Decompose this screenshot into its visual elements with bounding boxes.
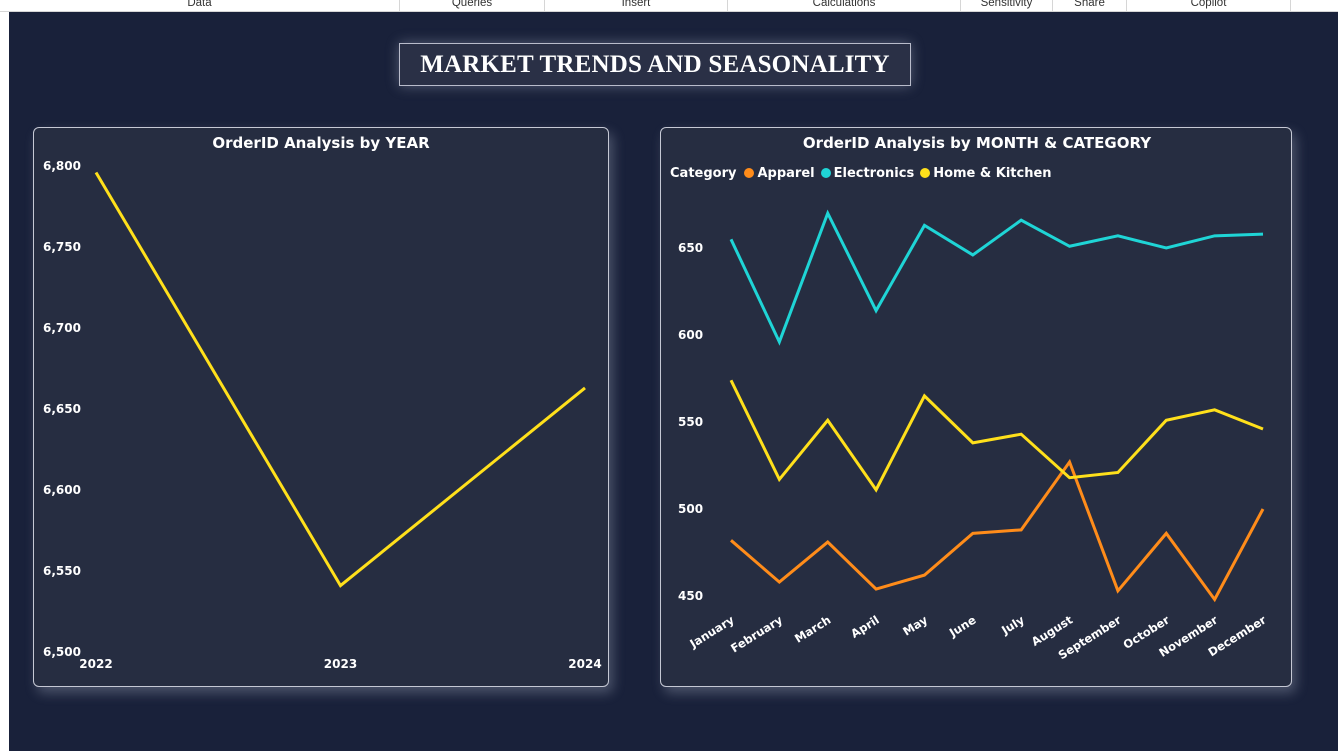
report-title: MARKET TRENDS AND SEASONALITY xyxy=(420,50,890,78)
month-chart-title: OrderID Analysis by MONTH & CATEGORY xyxy=(803,134,1152,152)
ribbon-tab-share[interactable]: Share xyxy=(1053,0,1127,11)
y-tick-label: 6,600 xyxy=(43,483,81,497)
y-tick-label: 6,500 xyxy=(43,645,81,659)
x-tick-label: 2024 xyxy=(568,657,601,671)
legend-label-apparel: Apparel xyxy=(757,165,815,181)
year-line-chart: OrderID Analysis by YEAR 6,500 6,550 6,600 6… xyxy=(43,134,602,671)
ribbon-tab-copilot[interactable]: Copilot xyxy=(1127,0,1291,11)
ribbon-tab-calculations[interactable]: Calculations xyxy=(728,0,961,11)
apparel-series-line xyxy=(730,458,1265,603)
x-tick-label: 2022 xyxy=(79,657,112,671)
x-tick-label-february: February xyxy=(728,612,785,655)
y-tick-label: 6,700 xyxy=(43,321,81,335)
legend-item-home-kitchen[interactable]: Home & Kitchen xyxy=(920,165,1052,181)
y-tick-label: 550 xyxy=(678,415,703,429)
x-tick-label: 2023 xyxy=(324,657,357,671)
y-tick-label: 500 xyxy=(678,502,703,516)
x-tick-label-march: March xyxy=(792,613,833,646)
ribbon-tab-insert[interactable]: Insert xyxy=(545,0,728,11)
ribbon-menu: Data Queries Insert Calculations Sensiti… xyxy=(0,0,1338,12)
y-tick-label: 6,750 xyxy=(43,240,81,254)
apparel-legend-dot xyxy=(744,168,755,178)
category-legend: Category Apparel Electronics Home & Kitc… xyxy=(670,164,1058,182)
x-tick-label-june: June xyxy=(946,613,979,641)
report-title-box: MARKET TRENDS AND SEASONALITY xyxy=(399,43,911,86)
legend-label-electronics: Electronics xyxy=(833,165,915,181)
electronics-series-line xyxy=(729,209,1264,346)
ribbon-tab-data[interactable]: Data xyxy=(0,0,400,11)
y-tick-label: 6,550 xyxy=(43,564,81,578)
legend-item-apparel[interactable]: Apparel xyxy=(744,165,815,181)
orders-per-year-line xyxy=(94,171,586,588)
x-tick-label-april: April xyxy=(848,613,881,641)
x-tick-label-may: May xyxy=(900,612,930,638)
y-tick-label: 650 xyxy=(678,241,703,255)
legend-title: Category xyxy=(670,165,737,181)
electronics-legend-dot xyxy=(820,168,831,178)
y-tick-label: 6,650 xyxy=(43,402,81,416)
month-category-line-chart: OrderID Analysis by MONTH & CATEGORY 450 5… xyxy=(678,134,1269,662)
y-tick-label: 600 xyxy=(678,328,703,342)
home-kitchen-series-line xyxy=(729,379,1264,493)
x-tick-label-july: July xyxy=(998,612,1027,637)
ribbon-tab-queries[interactable]: Queries xyxy=(400,0,545,11)
year-chart-title: OrderID Analysis by YEAR xyxy=(212,134,430,152)
month-category-chart-panel[interactable]: OrderID Analysis by MONTH & CATEGORY 450 5… xyxy=(660,127,1292,687)
y-tick-label: 6,800 xyxy=(43,159,81,173)
ribbon-tab-sensitivity[interactable]: Sensitivity xyxy=(961,0,1053,11)
legend-label-home-kitchen: Home & Kitchen xyxy=(933,165,1052,181)
y-tick-label: 450 xyxy=(678,589,703,603)
legend-item-electronics[interactable]: Electronics xyxy=(820,165,915,181)
home-kitchen-legend-dot xyxy=(920,168,931,178)
year-chart-panel[interactable]: OrderID Analysis by YEAR 6,500 6,550 6,600 6… xyxy=(33,127,609,687)
